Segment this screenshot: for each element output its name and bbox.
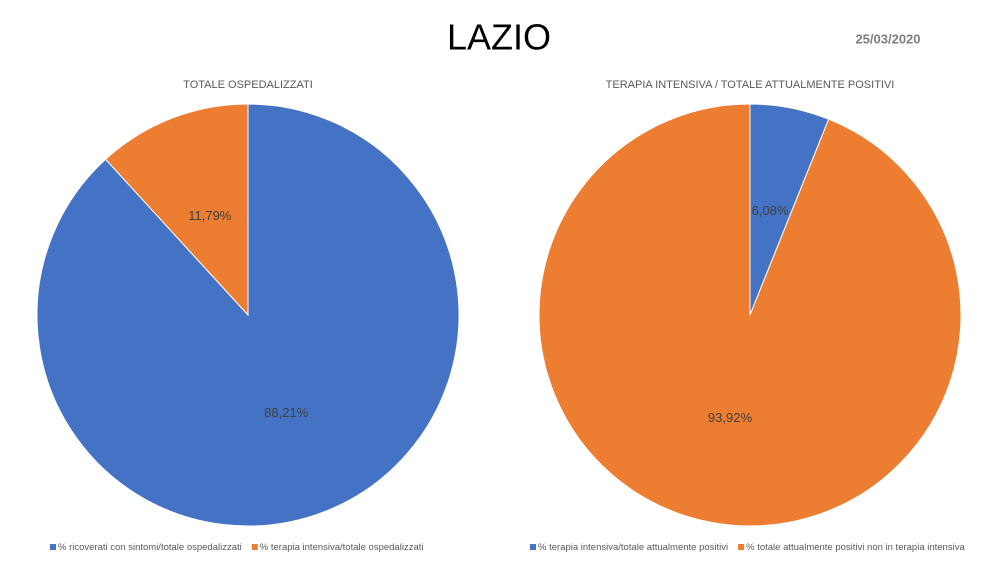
pie-slice xyxy=(104,103,249,317)
date: 25/03/2020 xyxy=(855,31,920,46)
legend-swatch xyxy=(530,544,536,550)
legend-swatch xyxy=(50,544,56,550)
pie-slice xyxy=(538,103,962,527)
legend-label: % terapia intensiva/totale attualmente p… xyxy=(538,542,728,553)
data-label: 93,92% xyxy=(708,410,753,425)
legend-swatch xyxy=(251,544,258,550)
data-label: 88,21% xyxy=(264,405,309,420)
page-title: LAZIO xyxy=(447,17,551,58)
data-label: 11,79% xyxy=(188,208,232,223)
chart-title: TERAPIA INTENSIVA / TOTALE ATTUALMENTE P… xyxy=(606,79,895,91)
legend-swatch xyxy=(738,544,745,550)
chart-title: TOTALE OSPEDALIZZATI xyxy=(183,79,313,91)
legend-label: % terapia intensiva/totale ospedalizzati xyxy=(260,542,424,553)
legend-label: % totale attualmente positivi non in ter… xyxy=(746,542,965,553)
data-label: 6,08% xyxy=(752,203,789,218)
legend-label: % ricoverati con sintomi/totale ospedali… xyxy=(58,542,242,553)
